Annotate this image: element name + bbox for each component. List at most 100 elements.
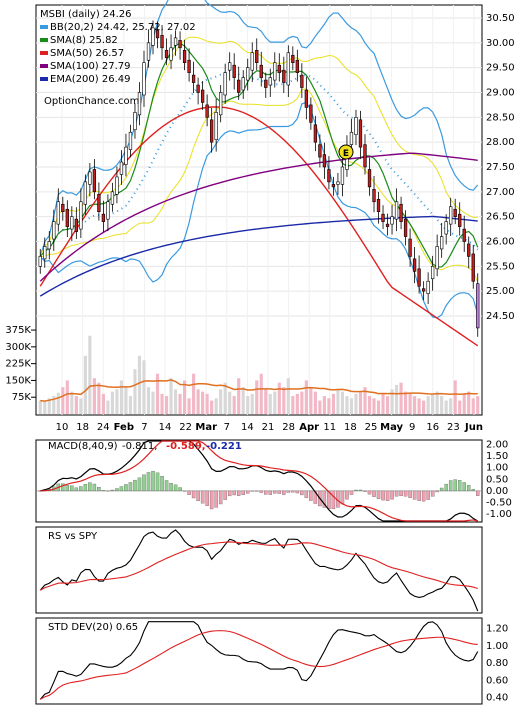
x-tick-label: 16 [426, 422, 439, 433]
macd-histogram-bar [435, 490, 439, 493]
macd-histogram-bar [128, 482, 133, 492]
candle-body [277, 64, 281, 73]
macd-histogram-bar [65, 485, 70, 492]
candle-body [232, 64, 236, 78]
volume-bar [187, 398, 191, 414]
volume-bar [273, 391, 277, 414]
volume-bar [219, 389, 223, 414]
candle-body [47, 241, 51, 250]
candle-body [426, 280, 430, 294]
volume-bar [431, 393, 435, 414]
macd-histogram-bar [146, 472, 151, 492]
macd-histogram-bar [363, 490, 367, 492]
candle-body [471, 253, 475, 282]
macd-legend-label: -0.221 [206, 441, 242, 452]
volume-bar [417, 398, 421, 414]
volume-bar [422, 400, 426, 414]
x-tick-label: Apr [299, 422, 319, 433]
x-tick-label: 23 [447, 422, 460, 433]
candle-body [74, 218, 78, 232]
candle-body [435, 246, 439, 270]
volume-bar [237, 378, 241, 414]
earnings-marker: E [338, 144, 354, 160]
std-lines [39, 621, 479, 700]
volume-bar [408, 393, 412, 414]
volume-bar [43, 401, 47, 414]
x-tick-label: 24 [97, 422, 110, 433]
candle-body [462, 228, 466, 242]
macd-histogram-bar [151, 470, 155, 492]
rs-lines [39, 529, 479, 612]
rs-average-line [39, 541, 478, 591]
macd-histogram-bar [79, 486, 83, 492]
volume-y-tick-label: 375K [5, 325, 31, 336]
candle-body [354, 117, 358, 136]
macd-histogram-bar [476, 490, 480, 496]
macd-histogram-bar [155, 472, 160, 492]
candle-body [381, 213, 385, 222]
macd-histogram-bar [286, 490, 291, 493]
macd-histogram-bar [417, 490, 421, 501]
volume-bars [38, 335, 480, 414]
macd-histogram-bar [264, 490, 268, 495]
volume-bar [291, 396, 295, 414]
sma100-line [39, 152, 478, 282]
candle-body [83, 181, 88, 205]
macd-lines [40, 440, 479, 522]
volume-bar [88, 335, 92, 414]
candle-body [209, 119, 214, 143]
volume-bar [404, 391, 408, 414]
volume-bar [38, 400, 42, 414]
candle-body [259, 64, 263, 78]
volume-bar [471, 398, 475, 414]
legend-label: SMA(50) 26.57 [50, 48, 124, 59]
macd-histogram-bar [169, 482, 173, 492]
macd-histogram-bar [322, 490, 327, 508]
x-tick-label: 28 [282, 422, 295, 433]
candle-body [421, 288, 426, 292]
price-y-tick-label: 26.50 [486, 212, 515, 223]
std-y-tick-label: 0.60 [486, 675, 508, 686]
macd-histogram-bar [250, 490, 254, 492]
price-panel-frame [35, 4, 483, 416]
price-y-tick-label: 29.00 [486, 88, 515, 99]
volume-bar [52, 396, 56, 414]
volume-bar [70, 391, 74, 414]
volume-bar [115, 389, 119, 414]
volume-bar [449, 398, 453, 414]
volume-bar [155, 373, 160, 414]
candle-body [101, 213, 106, 222]
macd-histogram-bar [83, 484, 88, 492]
macd-histogram-bar [295, 490, 300, 494]
volume-bar [124, 387, 128, 414]
volume-bar [246, 396, 250, 414]
legend-swatch [40, 25, 48, 29]
earnings-marker-label: E [343, 149, 349, 159]
macd-y-tick-label: -0.50 [486, 498, 512, 509]
macd-y-tick-label: 1.00 [486, 463, 508, 474]
candle-body [241, 77, 245, 91]
candle-body [38, 256, 42, 267]
candle-body [390, 216, 394, 225]
volume-bar [160, 393, 164, 414]
watermark: OptionChance.com [44, 96, 139, 107]
candle-body [214, 112, 218, 140]
candle-body [124, 146, 128, 165]
macd-histogram-bar [101, 490, 106, 492]
volume-bar [282, 387, 286, 414]
volume-y-tick-label: 150K [5, 375, 31, 386]
x-axis-ticks: 10 18 24 Feb 7 14 22 Mar 7 14 21 28 Apr 11 18 25 May 9 16 2… [56, 422, 483, 433]
volume-bar [83, 355, 87, 414]
candlesticks [38, 20, 480, 337]
candle-body [453, 208, 457, 217]
macd-histogram-bar [196, 490, 200, 502]
macd-histogram-bar [457, 480, 462, 492]
volume-bar [300, 391, 304, 414]
candle-body [399, 203, 403, 222]
macd-histogram-bar [376, 490, 381, 499]
price-y-tick-label: 25.50 [486, 261, 515, 272]
macd-histogram-bar [164, 480, 169, 492]
price-y-tick-label: 24.50 [486, 311, 515, 322]
macd-histogram-bar [426, 490, 430, 500]
macd-histogram-bar [178, 487, 182, 492]
